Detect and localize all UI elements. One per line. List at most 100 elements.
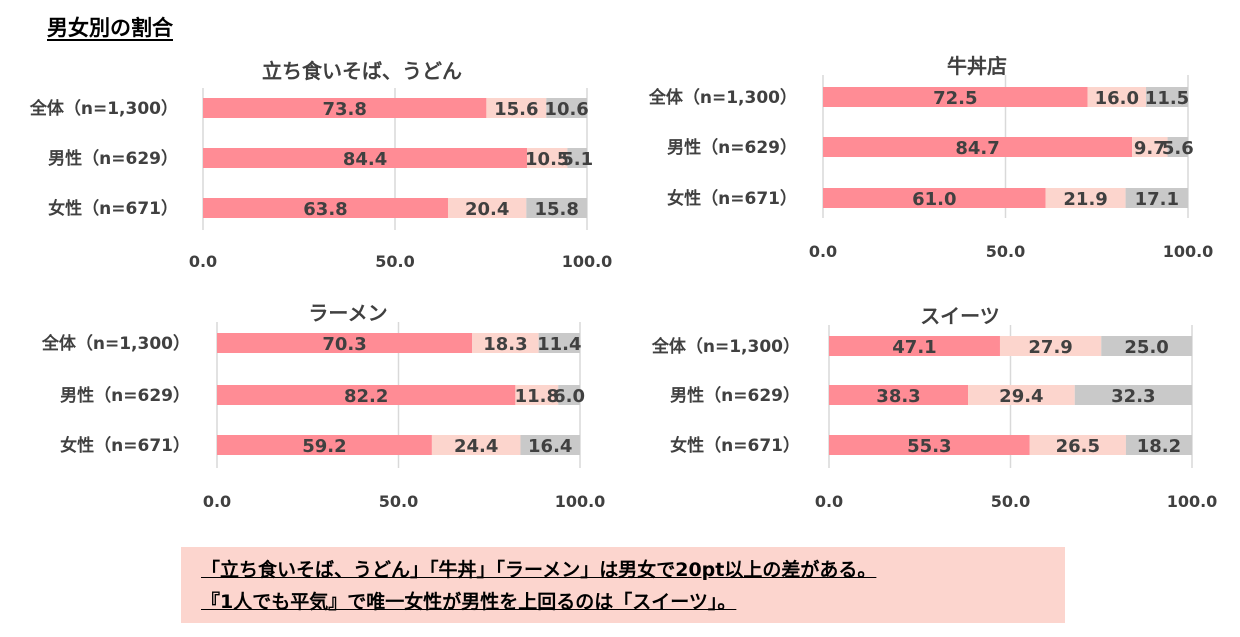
- note-line-1: 「立ち食いそば、うどん」「牛丼」「ラーメン」は男女で20pt以上の差がある。: [201, 559, 877, 581]
- bar-segment: [823, 188, 1046, 208]
- data-label: 9.7: [1134, 138, 1166, 159]
- bar-segment: [1029, 435, 1126, 455]
- bar-segment: [558, 385, 580, 405]
- bar-segment: [217, 333, 473, 353]
- bar-segment: [203, 98, 487, 118]
- bar-segment: [203, 198, 448, 218]
- x-tick-label: 50.0: [375, 252, 414, 271]
- data-label: 18.3: [483, 334, 527, 355]
- data-label: 84.4: [343, 149, 387, 170]
- data-label: 24.4: [454, 436, 498, 457]
- bar-segment: [1146, 87, 1188, 107]
- bar-segment: [1125, 188, 1188, 208]
- data-label: 26.5: [1056, 436, 1100, 457]
- x-tick-label: 50.0: [986, 242, 1025, 261]
- x-tick-label: 100.0: [562, 252, 613, 271]
- chart-title: ラーメン: [308, 301, 387, 325]
- data-label: 38.3: [876, 386, 920, 407]
- bar-segment: [538, 333, 580, 353]
- bar-segment: [526, 198, 587, 218]
- data-label: 11.5: [1145, 88, 1189, 109]
- bar-segment: [486, 98, 547, 118]
- x-tick-label: 50.0: [379, 492, 418, 511]
- data-label: 32.3: [1111, 386, 1155, 407]
- data-label: 5.1: [561, 149, 593, 170]
- data-label: 16.0: [1095, 88, 1139, 109]
- main-title: 男女別の割合: [47, 16, 173, 40]
- x-tick-label: 0.0: [815, 492, 843, 511]
- x-tick-label: 100.0: [1163, 242, 1214, 261]
- data-label: 6.0: [553, 386, 585, 407]
- bar-segment: [472, 333, 539, 353]
- bar-segment: [546, 98, 587, 118]
- data-label: 27.9: [1028, 337, 1072, 358]
- data-label: 15.8: [534, 199, 578, 220]
- bar-segment: [1101, 336, 1192, 356]
- data-label: 10.6: [544, 99, 588, 120]
- category-label: 全体（n=1,300）: [651, 336, 800, 357]
- bar-segment: [1125, 435, 1192, 455]
- bar-segment: [217, 385, 516, 405]
- data-label: 21.9: [1063, 189, 1107, 210]
- data-label: 25.0: [1124, 337, 1168, 358]
- category-label: 女性（n=671）: [670, 435, 800, 456]
- data-label: 82.2: [344, 386, 388, 407]
- data-label: 61.0: [912, 189, 956, 210]
- data-label: 16.4: [528, 436, 572, 457]
- chart-title: 立ち食いそば、うどん: [262, 59, 462, 83]
- category-label: 男性（n=629）: [48, 148, 178, 169]
- bar-segment: [1045, 188, 1126, 208]
- data-label: 10.5: [525, 149, 569, 170]
- bar-segment: [203, 148, 528, 168]
- data-label: 70.3: [322, 334, 366, 355]
- data-label: 73.8: [322, 99, 366, 120]
- bar-segment: [829, 385, 969, 405]
- category-label: 全体（n=1,300）: [41, 333, 190, 354]
- data-label: 55.3: [907, 436, 951, 457]
- bar-segment: [217, 435, 432, 455]
- x-tick-label: 0.0: [203, 492, 231, 511]
- x-tick-label: 0.0: [809, 242, 837, 261]
- data-label: 15.6: [494, 99, 538, 120]
- bar-segment: [567, 148, 587, 168]
- data-label: 18.2: [1137, 436, 1181, 457]
- bar-segment: [1087, 87, 1147, 107]
- data-label: 17.1: [1135, 189, 1179, 210]
- summary-note: 「立ち食いそば、うどん」「牛丼」「ラーメン」は男女で20pt以上の差がある。 『…: [181, 547, 1065, 623]
- data-label: 5.6: [1162, 138, 1194, 159]
- category-label: 女性（n=671）: [48, 198, 178, 219]
- data-label: 47.1: [892, 337, 936, 358]
- data-label: 59.2: [302, 436, 346, 457]
- chart-title: スイーツ: [920, 304, 1000, 328]
- category-label: 全体（n=1,300）: [29, 98, 178, 119]
- bar-segment: [999, 336, 1102, 356]
- bar-segment: [968, 385, 1075, 405]
- bar-segment: [829, 336, 1000, 356]
- data-label: 11.4: [537, 334, 581, 355]
- x-tick-label: 0.0: [189, 252, 217, 271]
- bar-segment: [515, 385, 559, 405]
- data-label: 29.4: [999, 386, 1043, 407]
- bar-segment: [1074, 385, 1192, 405]
- data-label: 20.4: [465, 199, 509, 220]
- bar-segment: [447, 198, 527, 218]
- data-label: 84.7: [955, 138, 999, 159]
- bar-segment: [520, 435, 580, 455]
- bar-segment: [1132, 137, 1168, 157]
- category-label: 男性（n=629）: [667, 137, 797, 158]
- category-label: 男性（n=629）: [60, 385, 190, 406]
- category-label: 女性（n=671）: [667, 188, 797, 209]
- bar-segment: [823, 137, 1133, 157]
- data-label: 11.8: [515, 386, 559, 407]
- category-label: 男性（n=629）: [670, 385, 800, 406]
- data-label: 63.8: [303, 199, 347, 220]
- bar-segment: [829, 435, 1030, 455]
- x-tick-label: 50.0: [991, 492, 1030, 511]
- category-label: 全体（n=1,300）: [648, 87, 797, 108]
- bar-segment: [1167, 137, 1188, 157]
- bar-segment: [431, 435, 521, 455]
- note-line-2: 『1人でも平気』で唯一女性が男性を上回るのは「スイーツ」。: [201, 591, 737, 613]
- data-label: 72.5: [933, 88, 977, 109]
- bar-segment: [823, 87, 1088, 107]
